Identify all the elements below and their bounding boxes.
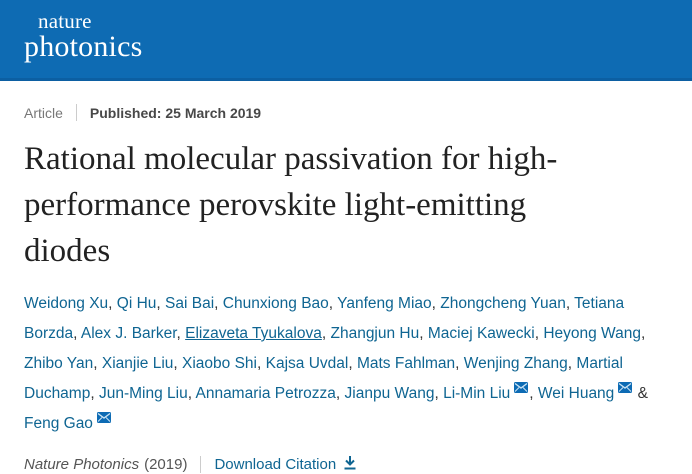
author-link[interactable]: Wenjing Zhang — [463, 355, 568, 372]
journal-name: Nature Photonics — [24, 456, 140, 473]
author-link[interactable]: Li-Min Liu — [443, 385, 511, 402]
email-envelope-icon[interactable] — [96, 412, 111, 423]
author-link[interactable]: Zhangjun Hu — [330, 325, 420, 342]
title-line-1: Rational molecular passivation for high- — [24, 141, 558, 177]
author-link[interactable]: Tetiana Borzda — [24, 295, 625, 342]
author-list: Weidong Xu, Qi Hu, Sai Bai, Chunxiong Ba… — [24, 289, 668, 439]
author-link[interactable]: Chunxiong Bao — [222, 295, 329, 312]
author-link[interactable]: Zhibo Yan — [24, 355, 94, 372]
author-separator: , — [93, 355, 102, 372]
title-line-2: performance perovskite light-emitting — [24, 187, 527, 223]
logo-photonics-text: photonics — [24, 30, 143, 63]
author-link[interactable]: Sai Bai — [165, 295, 215, 312]
author-link[interactable]: Feng Gao — [24, 415, 93, 432]
author-separator: , — [567, 355, 577, 372]
author-separator: & — [633, 385, 648, 402]
page-title: Rational molecular passivation for high-… — [24, 136, 668, 274]
email-envelope-icon[interactable] — [514, 382, 529, 393]
author-link[interactable]: Qi Hu — [116, 295, 157, 312]
author-separator: , — [455, 355, 464, 372]
author-separator: , — [431, 295, 441, 312]
author-separator: , — [321, 325, 331, 342]
author-separator: , — [257, 355, 266, 372]
author-separator: , — [176, 325, 186, 342]
download-citation-link[interactable]: Download Citation — [214, 455, 357, 474]
meta-row: Article Published: 25 March 2019 — [24, 104, 668, 121]
author-separator: , — [214, 295, 223, 312]
author-link[interactable]: Xianjie Liu — [101, 355, 174, 372]
journal-year: (2019) — [144, 456, 188, 473]
journal-logo[interactable]: nature photonics — [24, 11, 142, 63]
author-link[interactable]: Jianpu Wang — [344, 385, 435, 402]
header-bar: nature photonics — [0, 0, 692, 81]
author-link[interactable]: Weidong Xu — [24, 295, 109, 312]
author-link[interactable]: Wei Huang — [537, 385, 615, 402]
author-link[interactable]: Mats Fahlman — [356, 355, 456, 372]
author-link[interactable]: Jun-Ming Liu — [98, 385, 188, 402]
download-citation-label: Download Citation — [214, 456, 337, 473]
author-separator: , — [534, 325, 544, 342]
author-separator: , — [434, 385, 444, 402]
author-separator: , — [156, 295, 166, 312]
author-separator: , — [328, 295, 338, 312]
author-separator: , — [187, 385, 196, 402]
author-link[interactable]: Zhongcheng Yuan — [440, 295, 566, 312]
citation-divider — [200, 456, 202, 473]
title-line-3: diodes — [24, 233, 111, 269]
author-separator: , — [108, 295, 117, 312]
published-date: Published: 25 March 2019 — [89, 104, 262, 121]
citation-row: Nature Photonics (2019) Download Citation — [24, 455, 668, 474]
author-link[interactable]: Elizaveta Tyukalova — [185, 325, 322, 342]
email-envelope-icon[interactable] — [618, 382, 633, 393]
journal-citation: Nature Photonics (2019) — [24, 456, 187, 473]
author-separator: , — [73, 325, 81, 342]
author-link[interactable]: Maciej Kawecki — [427, 325, 535, 342]
author-separator: , — [90, 385, 99, 402]
author-separator: , — [173, 355, 183, 372]
article-header: Article Published: 25 March 2019 Rationa… — [0, 104, 692, 474]
author-link[interactable]: Martial Duchamp — [24, 355, 623, 402]
author-link[interactable]: Heyong Wang — [543, 325, 641, 342]
author-link[interactable]: Alex J. Barker — [80, 325, 177, 342]
author-separator: , — [348, 355, 357, 372]
author-separator: , — [565, 295, 575, 312]
author-link[interactable]: Xiaobo Shi — [182, 355, 257, 372]
author-separator: , — [419, 325, 428, 342]
meta-divider — [75, 104, 77, 121]
download-icon — [343, 455, 357, 474]
author-link[interactable]: Kajsa Uvdal — [265, 355, 349, 372]
author-link[interactable]: Yanfeng Miao — [337, 295, 432, 312]
author-separator: , — [640, 325, 646, 342]
author-link[interactable]: Annamaria Petrozza — [195, 385, 336, 402]
logo-nature-text: nature — [38, 9, 92, 33]
author-separator: , — [335, 385, 345, 402]
author-separator: , — [529, 385, 538, 402]
article-type-label: Article — [24, 104, 63, 121]
